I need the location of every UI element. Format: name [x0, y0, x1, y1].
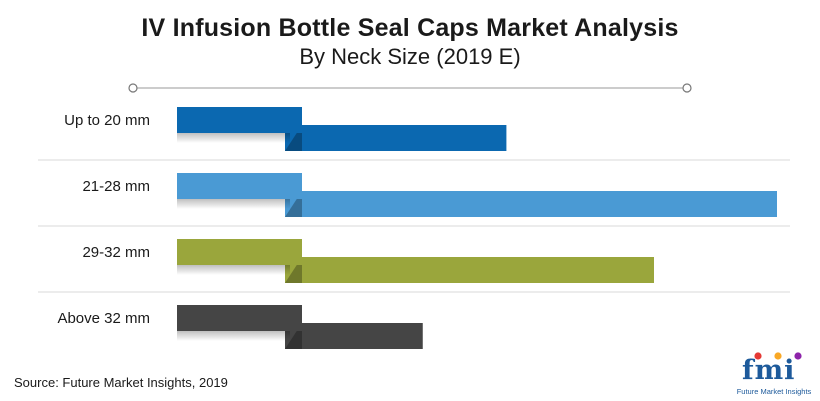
- bar-tab: [177, 239, 302, 265]
- bar-tab: [177, 173, 302, 199]
- category-label: 29-32 mm: [82, 244, 150, 261]
- bar-shadow: [177, 199, 290, 209]
- bar: [285, 125, 507, 151]
- title-rule: [128, 83, 692, 93]
- chart-subtitle: By Neck Size (2019 E): [299, 44, 521, 69]
- bar: [285, 191, 777, 217]
- chart-title: IV Infusion Bottle Seal Caps Market Anal…: [141, 14, 679, 42]
- category-label: 21-28 mm: [82, 178, 150, 195]
- logo-dot: [794, 352, 802, 360]
- category-label: Above 32 mm: [57, 310, 150, 327]
- logo-dot: [754, 352, 762, 360]
- bar-shadow: [177, 133, 290, 143]
- logo-tagline: Future Market Insights: [736, 387, 812, 396]
- bar: [285, 257, 654, 283]
- fmi-logo: [754, 352, 802, 360]
- source-note: Source: Future Market Insights, 2019: [14, 375, 228, 390]
- bar-shadow: [177, 265, 290, 275]
- bar-shadow: [177, 331, 290, 341]
- bar: [285, 323, 423, 349]
- logo-dot: [774, 352, 782, 360]
- category-label: Up to 20 mm: [64, 112, 150, 129]
- bar-tab: [177, 305, 302, 331]
- logo-text: fmi: [742, 355, 796, 386]
- bar-tab: [177, 107, 302, 133]
